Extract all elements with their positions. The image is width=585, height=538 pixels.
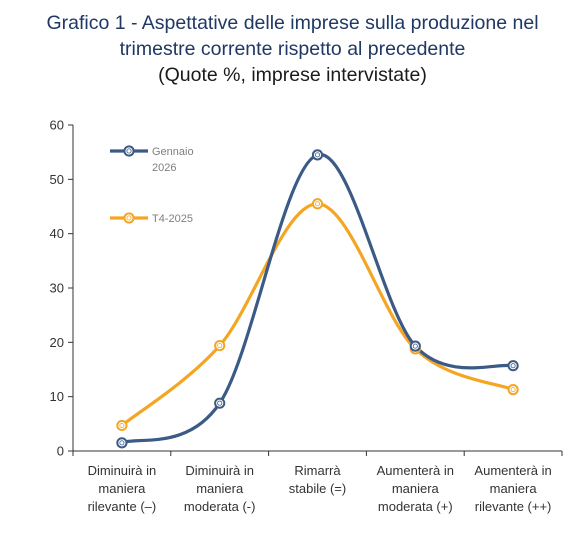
series-1-point-inner-5 [510, 363, 516, 369]
series-1-point-5 [507, 360, 519, 372]
y-tick-label: 10 [50, 389, 64, 404]
legend-label: Gennaio 2026 [152, 146, 194, 174]
x-category-label: Aumenterà in maniera rilevante (++) [474, 463, 551, 514]
y-tick-label: 40 [50, 226, 64, 241]
series-2-point-inner-2 [217, 343, 223, 349]
series-1-point-1 [116, 437, 128, 449]
series-1-point-inner-3 [314, 152, 320, 158]
chart-title-line-2: trimestre corrente rispetto al precedent… [119, 38, 466, 60]
series-2-point-inner-5 [510, 387, 516, 393]
chart-title-line-1: Grafico 1 - Aspettative delle imprese su… [46, 12, 539, 34]
legend-swatch-marker-inner [126, 215, 132, 221]
x-category-label: Rimarrà stabile (=) [289, 463, 346, 496]
chart-subtitle: (Quote %, imprese intervistate) [158, 64, 427, 86]
y-tick-label: 50 [50, 172, 64, 187]
series-line-1 [120, 153, 515, 445]
series-1-point-2 [214, 397, 226, 409]
series-line-2 [120, 202, 515, 428]
series-1-point-3 [311, 149, 324, 161]
x-category-label: Diminuirà in maniera rilevante (–) [88, 463, 157, 514]
legend-label: T4-2025 [152, 213, 193, 225]
series-2-point-inner-3 [314, 201, 320, 207]
series-markers [116, 149, 519, 449]
series-1-point-4 [409, 340, 421, 352]
series-2-point-1 [116, 419, 128, 432]
series-1-point-inner-4 [412, 343, 418, 349]
y-tick-label: 20 [50, 335, 64, 350]
x-category-label: Aumenterà in maniera moderata (+) [377, 463, 454, 514]
legend-swatch-marker [123, 212, 135, 224]
y-tick-label: 0 [57, 444, 64, 459]
y-axis-tick-labels: 0 10 20 30 40 50 60 [50, 118, 64, 459]
chart-legend: Gennaio 2026 T4-2025 [110, 145, 194, 225]
chart-title: Grafico 1 - Aspettative delle imprese su… [0, 10, 585, 88]
y-tick-label: 60 [50, 118, 64, 133]
legend-swatch-marker [123, 145, 135, 157]
series-2-point-inner-1 [119, 422, 125, 428]
legend-item-1: Gennaio 2026 [110, 145, 194, 174]
series-1-point-inner-2 [217, 400, 223, 406]
series-2-point-3 [311, 198, 324, 210]
x-category-label: Diminuirà in maniera moderata (-) [184, 463, 256, 514]
series-lines [120, 153, 515, 445]
x-axis-category-labels: Diminuirà in maniera rilevante (–) Diminuir… [88, 463, 552, 514]
series-2-point-2 [214, 339, 226, 352]
y-tick-label: 30 [50, 281, 64, 296]
series-1-point-inner-1 [119, 440, 125, 446]
series-2-point-5 [507, 384, 519, 396]
legend-swatch-marker-inner [126, 148, 132, 154]
chart-axes [68, 124, 563, 456]
legend-item-2: T4-2025 [110, 212, 193, 225]
